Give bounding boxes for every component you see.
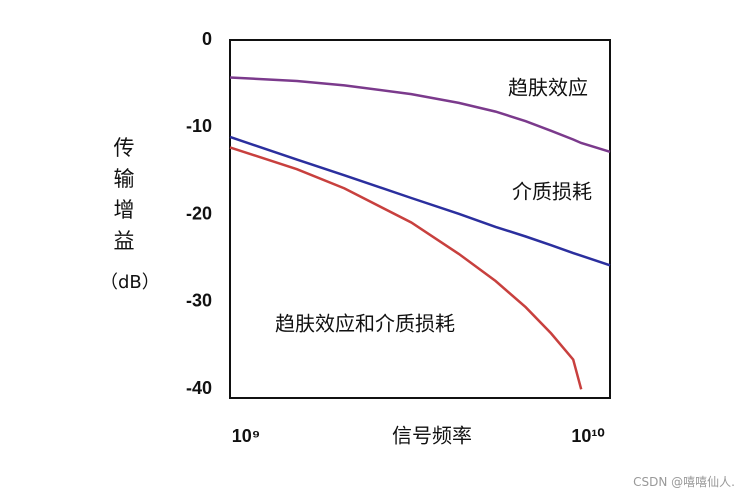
- x-tick-label: 10⁹: [232, 426, 261, 446]
- y-axis-label: 传输增益: [113, 136, 135, 253]
- annotation: 介质损耗: [512, 180, 592, 204]
- y-tick-label: -10: [186, 116, 212, 136]
- y-tick-label: 0: [202, 29, 212, 49]
- y-tick-label: -40: [186, 378, 212, 398]
- plot-frame: [229, 39, 611, 399]
- y-tick-label: -20: [186, 203, 212, 223]
- series-line: [229, 135, 611, 267]
- series-line: [229, 76, 611, 153]
- x-tick-label: 10¹⁰: [571, 426, 604, 446]
- x-axis-label: 信号频率: [392, 424, 472, 448]
- series-line: [229, 146, 583, 390]
- y-axis-unit: （dB）: [100, 272, 160, 293]
- annotation: 趋肤效应: [508, 76, 588, 100]
- y-tick-label: -30: [186, 291, 212, 311]
- annotation: 趋肤效应和介质损耗: [275, 312, 455, 336]
- watermark: CSDN @嘻嘻仙人.: [633, 475, 735, 489]
